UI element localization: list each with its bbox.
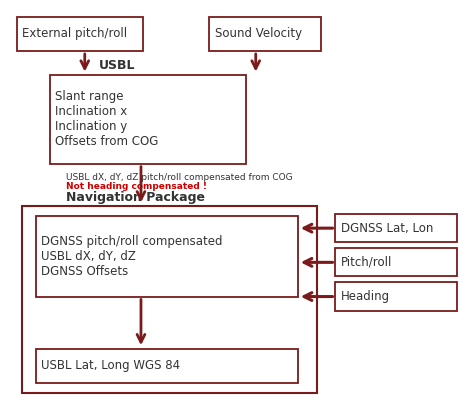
FancyBboxPatch shape	[21, 206, 317, 393]
FancyBboxPatch shape	[336, 248, 457, 277]
FancyBboxPatch shape	[36, 216, 298, 297]
Text: DGNSS Lat, Lon: DGNSS Lat, Lon	[341, 222, 433, 235]
Text: USBL Lat, Long WGS 84: USBL Lat, Long WGS 84	[41, 359, 180, 373]
FancyBboxPatch shape	[50, 75, 246, 164]
Text: Slant range
Inclination x
Inclination y
Offsets from COG: Slant range Inclination x Inclination y …	[55, 91, 159, 149]
FancyBboxPatch shape	[209, 17, 321, 51]
FancyBboxPatch shape	[336, 282, 457, 310]
Text: Pitch/roll: Pitch/roll	[341, 256, 392, 269]
FancyBboxPatch shape	[336, 214, 457, 242]
Text: External pitch/roll: External pitch/roll	[22, 27, 128, 40]
Text: Navigation Package: Navigation Package	[66, 191, 205, 204]
Text: USBL dX, dY, dZ pitch/roll compensated from COG: USBL dX, dY, dZ pitch/roll compensated f…	[66, 173, 292, 182]
Text: Sound Velocity: Sound Velocity	[215, 27, 301, 40]
FancyBboxPatch shape	[36, 349, 298, 383]
Text: DGNSS pitch/roll compensated
USBL dX, dY, dZ
DGNSS Offsets: DGNSS pitch/roll compensated USBL dX, dY…	[41, 235, 223, 278]
Text: Heading: Heading	[341, 290, 390, 303]
Text: Not heading compensated !: Not heading compensated !	[66, 182, 207, 191]
Text: USBL: USBL	[99, 59, 136, 72]
FancyBboxPatch shape	[17, 17, 143, 51]
